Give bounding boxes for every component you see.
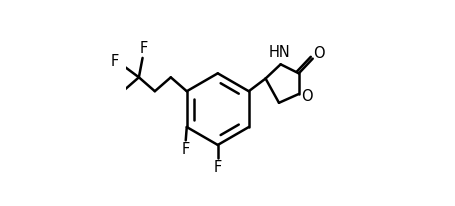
Text: HN: HN: [268, 45, 290, 60]
Text: O: O: [312, 46, 324, 61]
Text: F: F: [181, 143, 189, 157]
Text: O: O: [301, 89, 313, 103]
Text: F: F: [139, 41, 147, 56]
Text: F: F: [213, 160, 222, 175]
Text: F: F: [111, 54, 119, 69]
